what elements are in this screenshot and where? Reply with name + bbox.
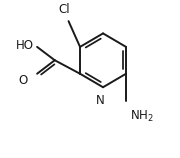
Text: O: O xyxy=(19,74,28,87)
Text: Cl: Cl xyxy=(58,3,70,16)
Text: NH$_2$: NH$_2$ xyxy=(130,109,154,124)
Text: N: N xyxy=(96,94,105,107)
Text: HO: HO xyxy=(16,39,34,52)
